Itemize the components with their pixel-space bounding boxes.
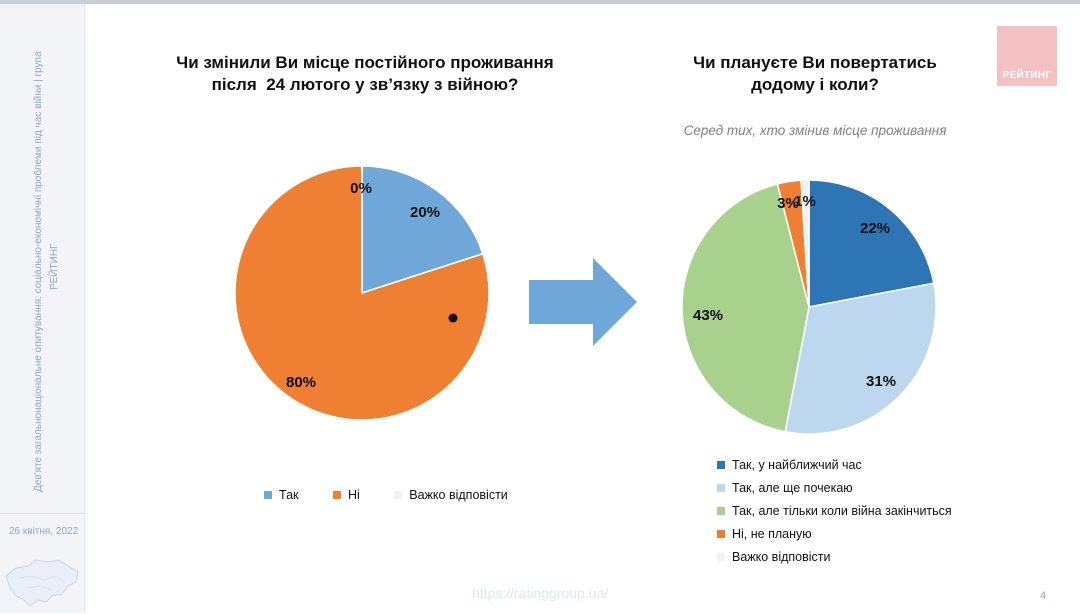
pie-slice <box>800 179 810 308</box>
sidebar: Дев'яте загальнонаціональне опитування: … <box>0 4 85 613</box>
pointer-dot <box>448 313 458 323</box>
chart1-title-line2: після 24 лютого у зв’язку з війною? <box>211 75 519 94</box>
chart1-title: Чи змінили Ви місце постійного проживанн… <box>150 52 580 96</box>
sidebar-vertical-brand: РЕЙТИНГ <box>49 243 60 290</box>
pie-chart-return-plans: 22% 31% 43% 3%1% <box>681 179 937 435</box>
legend-label: Так, у найближчий час <box>732 458 862 472</box>
right-arrow-icon <box>529 258 637 346</box>
legend-item-soon: Так, у найближчий час <box>717 458 952 481</box>
chart2-title-line2: додому і коли? <box>751 75 879 94</box>
sidebar-vertical-title: Дев'яте загальнонаціональне опитування: … <box>33 51 44 492</box>
pie-slice <box>361 165 484 295</box>
data-label: 0% <box>350 180 372 197</box>
legend-swatch <box>717 483 725 492</box>
data-label: 3% <box>777 195 799 212</box>
chart1-legend: Так Ні Важко відповісти <box>264 488 539 502</box>
legend-swatch <box>717 506 725 515</box>
chart2-title: Чи плануєте Ви повертатись додому і коли… <box>660 52 970 96</box>
legend-label: Так, але ще почекаю <box>732 481 853 495</box>
sidebar-date: 26 квітня, 2022 <box>9 526 79 537</box>
legend-swatch <box>394 490 403 499</box>
legend-label: Важко відповісти <box>732 550 831 564</box>
pie-slice <box>784 282 937 435</box>
pie-slice <box>681 183 810 433</box>
chart2-subtitle: Серед тих, хто змінив місце проживання <box>683 123 947 138</box>
pie-chart-residence-change: 20% 80% 0% <box>234 165 490 421</box>
ukraine-map-icon <box>5 559 79 607</box>
legend-item-no-plan: Ні, не планую <box>717 527 952 550</box>
legend-swatch <box>717 552 725 561</box>
data-label: 80% <box>286 374 316 391</box>
legend-item-vazhko: Важко відповісти <box>394 488 508 502</box>
legend-label: Ні <box>347 488 360 502</box>
data-label: 1% <box>794 193 816 210</box>
legend-item-ni: Ні <box>332 488 360 502</box>
page-number: 4 <box>1040 590 1047 602</box>
rating-logo: РЕЙТИНГ <box>997 26 1057 86</box>
chart1-title-line1: Чи змінили Ви місце постійного проживанн… <box>176 53 554 72</box>
footer-url[interactable]: https://ratinggroup.ua/ <box>472 585 609 601</box>
legend-swatch <box>332 490 341 499</box>
data-label: 43% <box>693 307 723 324</box>
legend-swatch <box>717 460 725 469</box>
legend-item-hard: Важко відповісти <box>717 550 952 573</box>
chart2-legend: Так, у найближчий час Так, але ще почека… <box>717 458 952 573</box>
legend-item-after-war: Так, але тільки коли війна закінчиться <box>717 504 952 527</box>
legend-label: Так <box>279 488 299 502</box>
pie-slice <box>808 179 935 308</box>
data-label: 31% <box>866 373 896 390</box>
legend-label: Важко відповісти <box>409 488 508 502</box>
data-label: 22% <box>860 220 890 237</box>
data-label: 20% <box>410 204 440 221</box>
legend-label: Ні, не планую <box>732 527 812 541</box>
legend-item-tak: Так <box>264 488 299 502</box>
legend-swatch <box>717 529 725 538</box>
rating-logo-text: РЕЙТИНГ <box>1002 70 1052 81</box>
legend-swatch <box>264 490 272 499</box>
legend-label: Так, але тільки коли війна закінчиться <box>732 504 952 518</box>
legend-item-later: Так, але ще почекаю <box>717 481 952 504</box>
sidebar-divider <box>0 513 84 514</box>
top-border <box>0 0 1080 4</box>
chart2-title-line1: Чи плануєте Ви повертатись <box>693 53 937 72</box>
